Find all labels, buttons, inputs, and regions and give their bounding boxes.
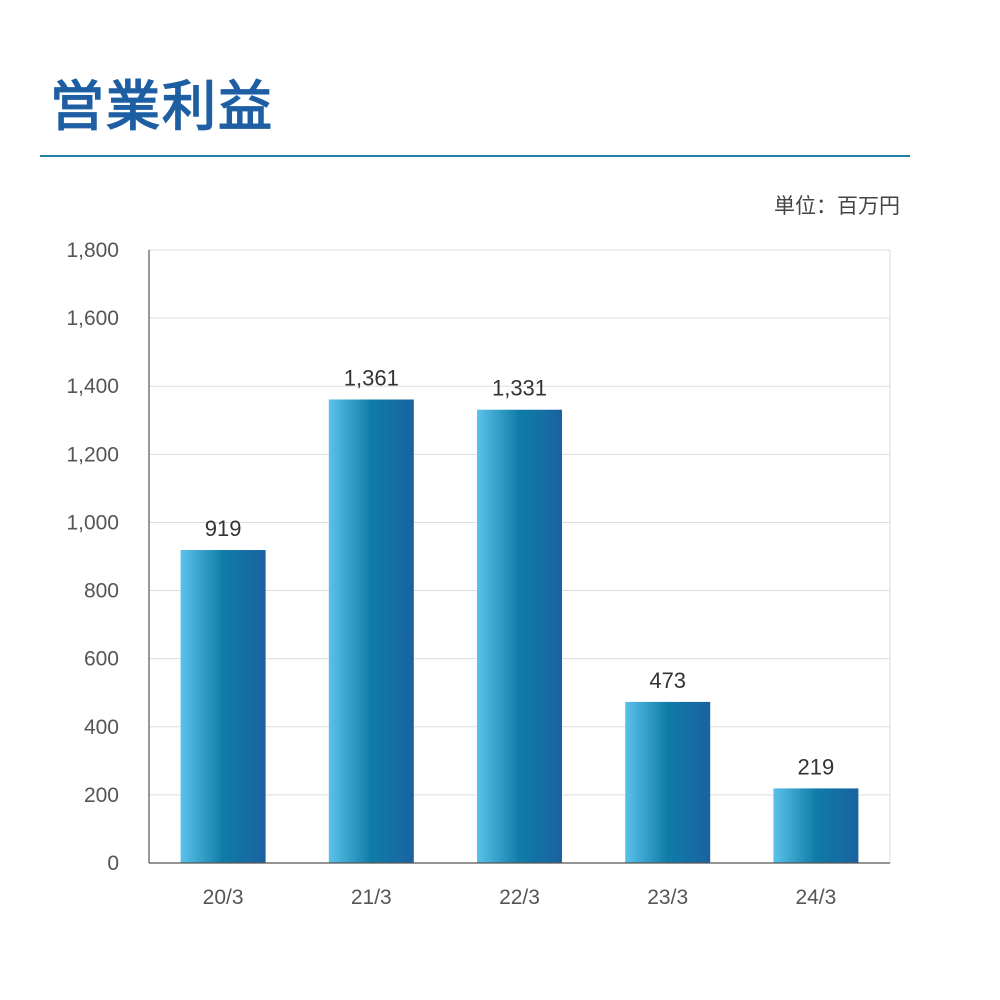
y-tick-label: 1,000 xyxy=(66,511,119,534)
y-tick-label: 1,400 xyxy=(66,375,119,398)
data-label: 919 xyxy=(205,516,242,541)
y-tick-label: 0 xyxy=(107,852,119,875)
data-label: 1,331 xyxy=(492,376,547,401)
x-tick-label: 22/3 xyxy=(499,886,540,909)
data-label: 219 xyxy=(798,754,835,779)
bar xyxy=(773,788,859,863)
y-tick-label: 600 xyxy=(84,648,119,671)
y-tick-label: 800 xyxy=(84,580,119,603)
y-tick-label: 1,800 xyxy=(66,239,119,262)
data-label: 473 xyxy=(649,668,686,693)
axes xyxy=(148,250,890,864)
unit-label: 単位：百万円 xyxy=(774,194,900,218)
y-tick-label: 200 xyxy=(84,784,119,807)
bar xyxy=(180,550,266,863)
x-tick-label: 21/3 xyxy=(351,886,392,909)
page-title: 営業利益 xyxy=(50,75,274,138)
bar xyxy=(625,701,711,863)
data-label: 1,361 xyxy=(344,366,399,391)
x-tick-label: 23/3 xyxy=(647,886,688,909)
title-divider xyxy=(40,155,910,157)
bar xyxy=(477,409,562,863)
x-tick-label: 20/3 xyxy=(203,886,244,909)
bars xyxy=(180,399,859,863)
labels: 0 200 400 600 800 1,000 1,200 1,400 1,600 1,800 91… xyxy=(66,239,836,909)
y-tick-label: 400 xyxy=(84,716,119,739)
x-tick-label: 24/3 xyxy=(795,886,836,909)
y-tick-label: 1,200 xyxy=(66,443,119,466)
y-tick-label: 1,600 xyxy=(66,307,119,330)
bar xyxy=(328,399,414,863)
